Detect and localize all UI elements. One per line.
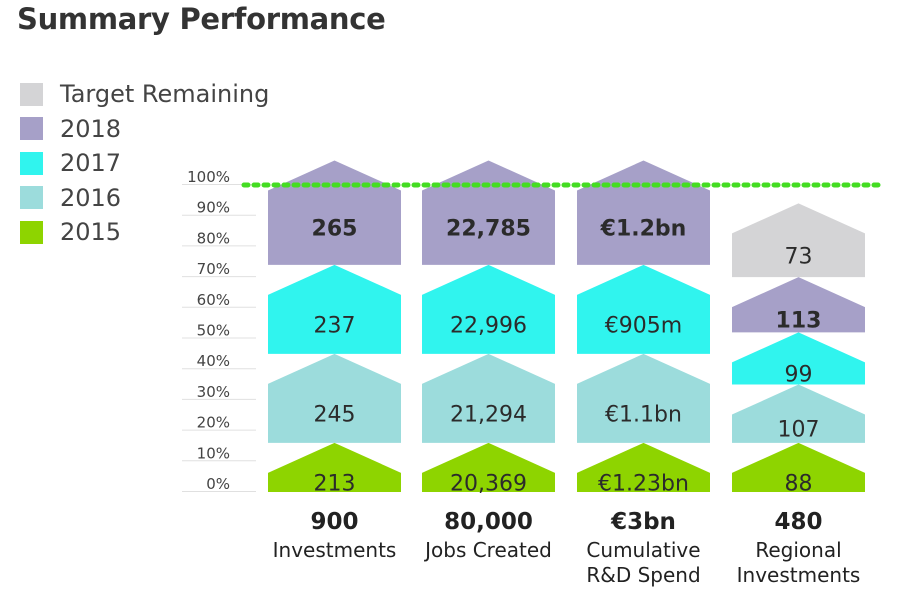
legend-item-2017: 2017 [20, 146, 269, 181]
y-tick-label: 70% [197, 260, 230, 278]
category-name: Investments [272, 538, 397, 562]
data-label: 265 [312, 217, 358, 242]
bar-segment-2015 [268, 442, 401, 492]
data-label: €905m [605, 313, 682, 338]
bar-segment-target-remaining [732, 203, 865, 278]
legend-swatch-2017 [20, 151, 43, 175]
y-tick-label: 100% [187, 168, 230, 186]
data-label: 245 [314, 402, 356, 427]
y-tick-label: 0% [206, 475, 230, 493]
category-name: Cumulative R&D Spend [586, 538, 701, 587]
legend: Target Remaining 2018 2017 2016 2015 [20, 77, 269, 250]
data-label: 237 [314, 313, 356, 338]
legend-swatch-target-remaining [20, 82, 43, 106]
bar-segment-2015 [422, 442, 555, 492]
legend-item-target-remaining: Target Remaining [20, 77, 269, 112]
legend-label: 2016 [60, 183, 122, 212]
bar-segment-2018 [268, 160, 401, 265]
bar-segment-2018 [422, 160, 555, 265]
data-label: 107 [778, 418, 820, 443]
category-name: Jobs Created [425, 538, 552, 562]
category-label: 80,000 Jobs Created [404, 506, 574, 563]
legend-label: Target Remaining [60, 80, 270, 109]
y-tick-label: 20% [197, 414, 230, 432]
data-label: 99 [785, 362, 813, 387]
category-name: Regional Investments [736, 538, 861, 587]
bar-segment-2018 [732, 277, 865, 333]
category-label: 480 Regional Investments [714, 506, 884, 588]
category-labels: 900 Investments 80,000 Jobs Created €3bn Cumu… [0, 506, 897, 611]
data-label: 22,785 [446, 217, 531, 242]
category-label: €3bn Cumulative R&D Spend [559, 506, 729, 588]
y-tick-label: 80% [197, 229, 230, 247]
data-label: 20,369 [450, 471, 527, 496]
legend-item-2016: 2016 [20, 181, 269, 216]
y-tick-label: 50% [197, 322, 230, 340]
bar-segment-2015 [577, 442, 710, 492]
legend-item-2018: 2018 [20, 112, 269, 147]
legend-label: 2015 [60, 218, 122, 247]
bar-segment-2017 [268, 264, 401, 354]
y-tick-label: 40% [197, 352, 230, 370]
bar-segment-2016 [268, 353, 401, 443]
legend-swatch-2015 [20, 220, 43, 244]
y-tick-label: 30% [197, 383, 230, 401]
data-label: €1.1bn [605, 402, 682, 427]
data-label: 213 [314, 471, 356, 496]
category-total: €3bn [611, 509, 676, 535]
category-total: 900 [310, 509, 359, 535]
page-title: Summary Performance [17, 2, 386, 36]
data-label: €1.23bn [598, 471, 689, 496]
legend-item-2015: 2015 [20, 215, 269, 250]
y-tick-label: 60% [197, 291, 230, 309]
legend-swatch-2016 [20, 186, 43, 210]
data-label: 21,294 [450, 402, 527, 427]
bar-segment-2017 [577, 264, 710, 354]
category-total: 480 [774, 509, 823, 535]
category-label: 900 Investments [250, 506, 420, 563]
data-label: 73 [785, 244, 813, 269]
y-tick-label: 90% [197, 199, 230, 217]
legend-label: 2018 [60, 114, 122, 143]
legend-label: 2017 [60, 149, 122, 178]
bar-segment-2015 [732, 442, 865, 492]
bar-segment-2017 [732, 332, 865, 385]
category-total: 80,000 [444, 509, 533, 535]
bar-segment-2017 [422, 264, 555, 354]
data-label: 88 [785, 471, 813, 496]
bar-segment-2016 [732, 384, 865, 443]
y-tick-label: 10% [197, 444, 230, 462]
bar-segment-2018 [577, 160, 710, 265]
legend-swatch-2018 [20, 117, 43, 141]
data-label: 113 [776, 309, 822, 334]
data-label: €1.2bn [600, 217, 687, 242]
bar-segment-2016 [577, 353, 710, 443]
data-label: 22,996 [450, 313, 527, 338]
bar-segment-2016 [422, 353, 555, 443]
